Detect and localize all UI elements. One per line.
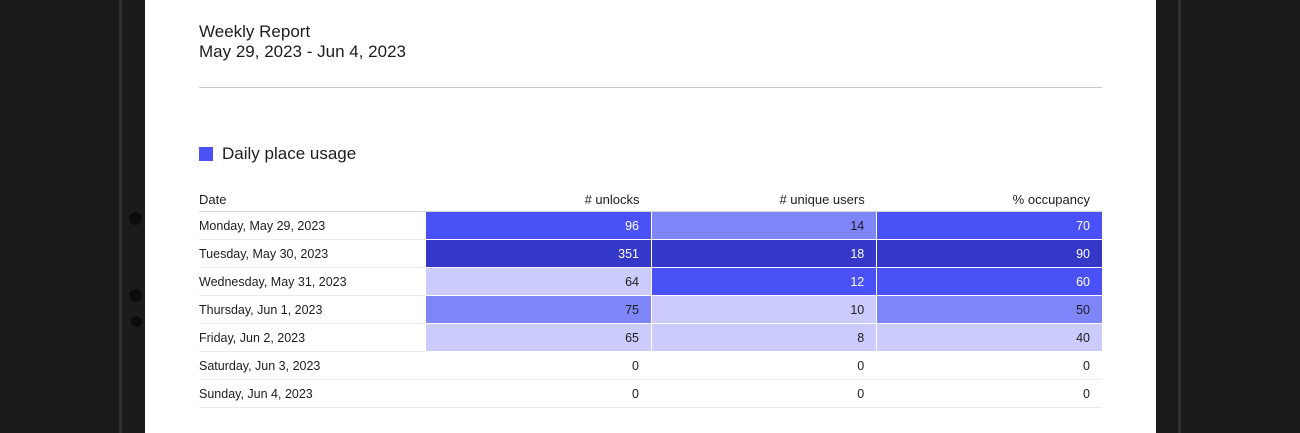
device-bezel-left bbox=[119, 0, 122, 433]
unique-users-cell: 8 bbox=[650, 323, 877, 352]
column-header-occupancy: % occupancy bbox=[876, 188, 1102, 212]
device-bezel-right bbox=[1178, 0, 1181, 433]
unique-users-cell: 18 bbox=[650, 239, 877, 268]
unlocks-cell: 351 bbox=[426, 239, 652, 268]
report-date-range: May 29, 2023 - Jun 4, 2023 bbox=[199, 42, 406, 61]
occupancy-cell: 90 bbox=[876, 239, 1102, 268]
date-cell: Saturday, Jun 3, 2023 bbox=[199, 351, 427, 380]
section-header: Daily place usage bbox=[199, 144, 356, 164]
unlocks-cell: 0 bbox=[426, 379, 652, 408]
occupancy-cell: 40 bbox=[876, 323, 1102, 352]
unlocks-cell: 65 bbox=[426, 323, 652, 352]
unique-users-cell: 0 bbox=[650, 351, 877, 380]
occupancy-cell: 0 bbox=[876, 379, 1102, 408]
device-sensor-dot bbox=[131, 316, 142, 327]
table-row: Saturday, Jun 3, 2023 0 0 0 bbox=[199, 351, 1102, 380]
unlocks-cell: 0 bbox=[426, 351, 652, 380]
unlocks-cell: 64 bbox=[426, 267, 652, 296]
report-title: Weekly Report bbox=[199, 22, 311, 41]
date-cell: Wednesday, May 31, 2023 bbox=[199, 267, 427, 296]
unique-users-cell: 0 bbox=[650, 379, 877, 408]
table-row: Friday, Jun 2, 2023 65 8 40 bbox=[199, 323, 1102, 352]
column-header-date: Date bbox=[199, 188, 427, 212]
table-row: Thursday, Jun 1, 2023 75 10 50 bbox=[199, 295, 1102, 324]
occupancy-cell: 0 bbox=[876, 351, 1102, 380]
date-cell: Friday, Jun 2, 2023 bbox=[199, 323, 427, 352]
usage-table: Date # unlocks # unique users % occupanc… bbox=[199, 188, 1102, 408]
report-sheet: Weekly Report May 29, 2023 - Jun 4, 2023… bbox=[145, 0, 1156, 433]
occupancy-cell: 70 bbox=[876, 211, 1102, 240]
table-header-row: Date # unlocks # unique users % occupanc… bbox=[199, 188, 1102, 212]
section-label: Daily place usage bbox=[222, 144, 357, 163]
date-cell: Thursday, Jun 1, 2023 bbox=[199, 295, 427, 324]
unique-users-cell: 12 bbox=[650, 267, 877, 296]
device-frame-left bbox=[0, 0, 145, 433]
table-row: Sunday, Jun 4, 2023 0 0 0 bbox=[199, 379, 1102, 408]
unlocks-cell: 96 bbox=[426, 211, 652, 240]
table-row: Tuesday, May 30, 2023 351 18 90 bbox=[199, 239, 1102, 268]
column-header-unlocks: # unlocks bbox=[426, 188, 652, 212]
occupancy-cell: 50 bbox=[876, 295, 1102, 324]
device-sensor-dot bbox=[129, 212, 142, 225]
table-row: Monday, May 29, 2023 96 14 70 bbox=[199, 211, 1102, 240]
unlocks-cell: 75 bbox=[426, 295, 652, 324]
occupancy-cell: 60 bbox=[876, 267, 1102, 296]
column-header-unique-users: # unique users bbox=[651, 188, 877, 212]
date-cell: Tuesday, May 30, 2023 bbox=[199, 239, 427, 268]
unique-users-cell: 14 bbox=[650, 211, 877, 240]
legend-swatch bbox=[199, 147, 213, 161]
table-row: Wednesday, May 31, 2023 64 12 60 bbox=[199, 267, 1102, 296]
device-sensor-dot bbox=[129, 289, 142, 302]
date-cell: Sunday, Jun 4, 2023 bbox=[199, 379, 427, 408]
header-divider bbox=[199, 87, 1102, 88]
unique-users-cell: 10 bbox=[650, 295, 877, 324]
date-cell: Monday, May 29, 2023 bbox=[199, 211, 427, 240]
